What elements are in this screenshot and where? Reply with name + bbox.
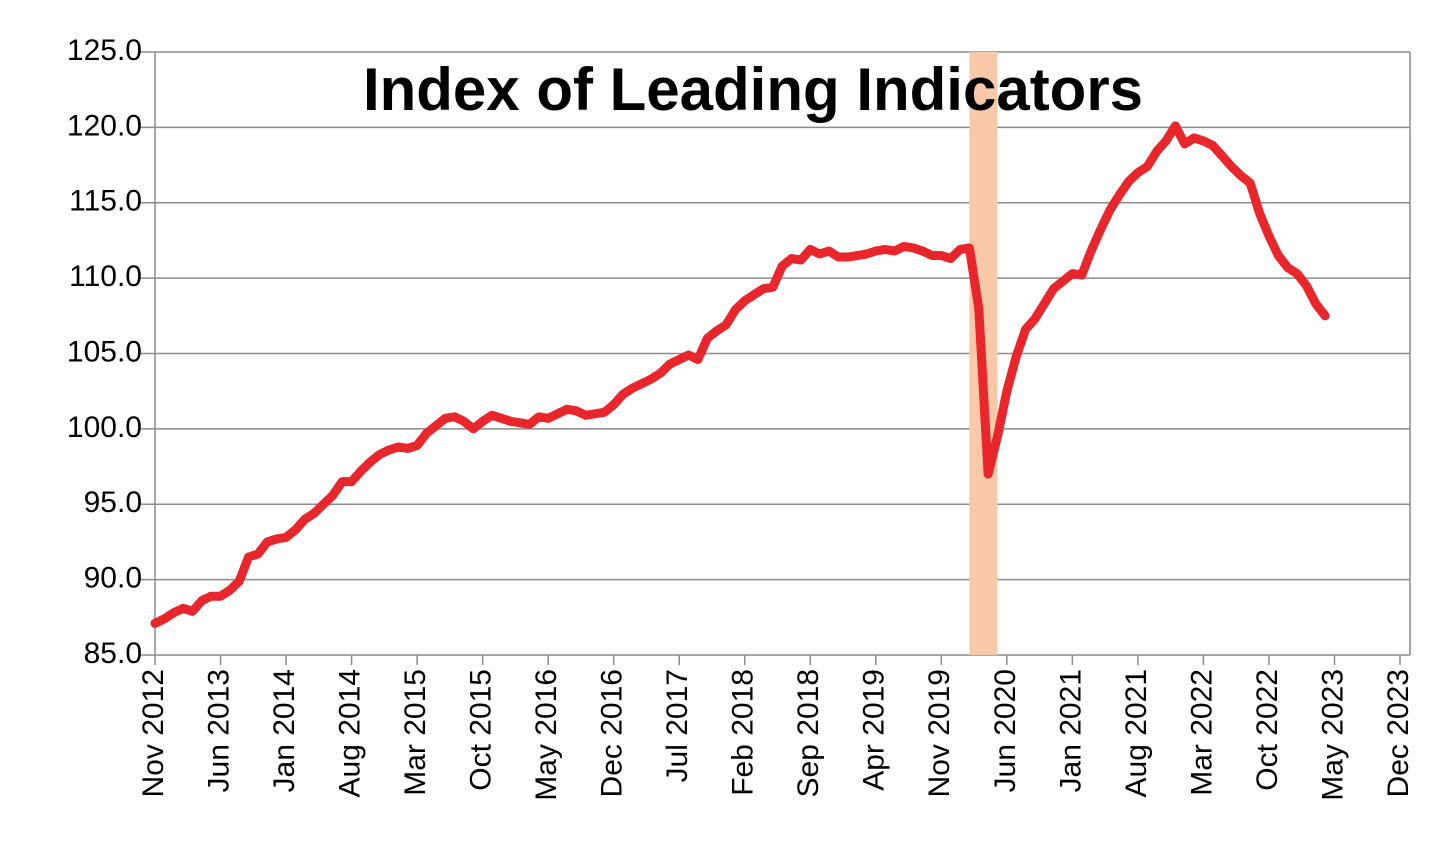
- chart-title: Index of Leading Indicators: [363, 56, 1143, 123]
- x-tick-label: Aug 2014: [334, 669, 367, 797]
- x-tick-label: Oct 2015: [465, 669, 498, 791]
- x-tick-label: Mar 2022: [1185, 669, 1218, 796]
- lines: [150, 121, 1330, 628]
- x-tick-label: May 2016: [530, 669, 563, 801]
- x-tick-label: Oct 2022: [1251, 669, 1284, 791]
- x-tick-label: May 2023: [1316, 669, 1349, 801]
- y-tick-label: 90.0: [84, 562, 142, 595]
- y-tick-label: 115.0: [69, 185, 142, 218]
- x-tick-label: Dec 2016: [596, 669, 629, 797]
- axes: 85.0 90.0 95.0 100.0 105.0 110.0 115.0 120.0 125…: [67, 34, 1415, 801]
- x-tick-label: Nov 2012: [137, 669, 170, 797]
- x-tick-label: Nov 2019: [923, 669, 956, 797]
- x-tick-label: Dec 2023: [1382, 669, 1415, 797]
- y-tick-label: 120.0: [67, 109, 142, 142]
- x-tick-label: Jul 2017: [661, 669, 694, 782]
- y-tick-label: 105.0: [67, 335, 142, 368]
- grid: [140, 51, 1410, 656]
- x-tick-label: Jun 2013: [202, 669, 235, 792]
- x-tick-label: Jan 2021: [1054, 669, 1087, 792]
- y-tick-label: 100.0: [67, 411, 142, 444]
- x-tick-label: Jun 2020: [989, 669, 1022, 792]
- x-tick-label: Sep 2018: [792, 669, 825, 797]
- y-tick-label: 125.0: [67, 34, 142, 67]
- x-tick-label: Mar 2015: [399, 669, 432, 796]
- y-tick-label: 110.0: [69, 260, 142, 293]
- y-tick-label: 95.0: [84, 486, 142, 519]
- y-tick-label: 85.0: [84, 637, 142, 670]
- x-tick-label: Feb 2018: [727, 669, 760, 796]
- x-tick-label: Aug 2021: [1120, 669, 1153, 797]
- line-series: [150, 121, 1330, 628]
- x-tick-label: Jan 2014: [268, 669, 301, 792]
- x-tick-label: Apr 2019: [858, 669, 891, 791]
